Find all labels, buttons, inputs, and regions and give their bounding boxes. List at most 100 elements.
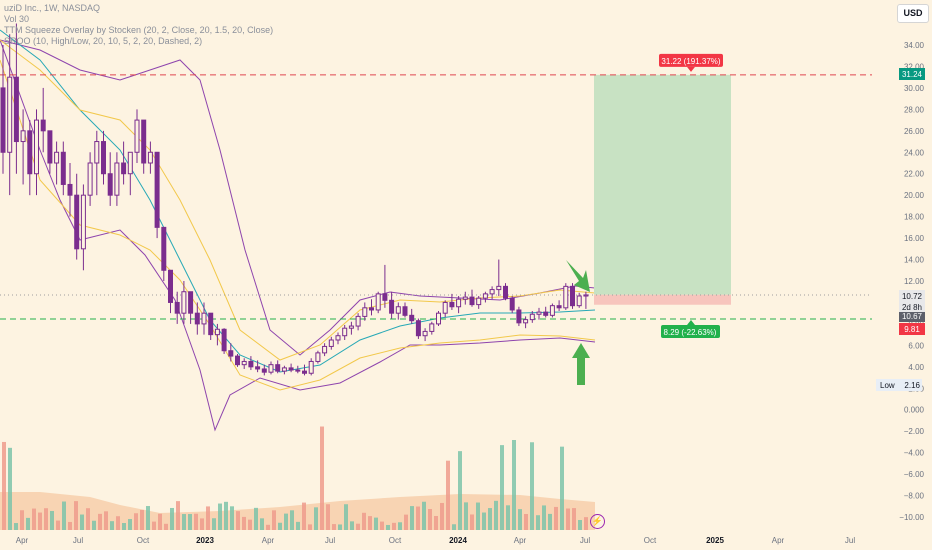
- price-tag: [899, 68, 925, 80]
- y-tick-label: 26.00: [904, 127, 925, 136]
- volume-bar: [44, 508, 48, 530]
- indicator-ttm-squeeze[interactable]: TTM Squeeze Overlay by Stocken (20, 2, C…: [4, 25, 274, 35]
- volume-bar: [488, 508, 492, 530]
- x-tick-label: Jul: [845, 536, 855, 545]
- volume-bar: [302, 502, 306, 530]
- volume-bar: [572, 508, 576, 530]
- candle-body: [87, 162, 93, 196]
- currency-button[interactable]: USD: [897, 4, 929, 23]
- candle-body: [315, 352, 321, 362]
- candle-body: [161, 226, 167, 271]
- candle-body: [482, 293, 488, 299]
- candle-body: [442, 301, 448, 314]
- volume-bar: [62, 501, 66, 530]
- volume-bar: [368, 516, 372, 530]
- countdown-box: [899, 302, 925, 312]
- candle-body: [543, 311, 549, 316]
- candle-body: [208, 312, 214, 336]
- candle-body: [395, 306, 401, 314]
- price-tag-label: 10.67: [902, 312, 923, 321]
- y-tick-label: 12.00: [904, 277, 925, 286]
- x-tick-label: Oct: [644, 536, 657, 545]
- volume-bar: [14, 523, 18, 530]
- candle-body: [503, 285, 508, 299]
- candle-body: [255, 366, 261, 370]
- candle-body: [248, 360, 254, 368]
- price-tag: [899, 290, 925, 302]
- volume-bar: [278, 522, 282, 530]
- volume-bar: [8, 447, 12, 530]
- candle-body: [362, 307, 368, 317]
- countdown-label: 2d 8h: [902, 303, 922, 312]
- volume-bar: [398, 522, 402, 530]
- candle-body: [235, 355, 240, 366]
- volume-bar: [98, 513, 102, 530]
- candle-body: [154, 151, 160, 228]
- y-tick-label: 6.00: [908, 341, 924, 350]
- volume-bar: [122, 523, 126, 530]
- candle-body: [295, 369, 301, 372]
- volume-bar: [530, 442, 534, 530]
- y-tick-label: −8.00: [904, 492, 925, 501]
- candle-body: [436, 312, 441, 325]
- candle-body: [221, 328, 227, 352]
- indicator-sroo[interactable]: SROO (10, High/Low, 20, 10, 5, 2, 20, Da…: [4, 36, 203, 46]
- volume-bar: [86, 508, 90, 530]
- candle-body: [127, 151, 133, 175]
- price-tag: [899, 310, 925, 322]
- volume-bar: [518, 509, 522, 530]
- volume-bar: [74, 501, 78, 530]
- volume-bar: [224, 501, 228, 530]
- candle-body: [261, 368, 267, 373]
- indicator-volume[interactable]: Vol 30: [4, 14, 30, 24]
- candle-body: [201, 312, 207, 325]
- candle-body: [147, 151, 153, 164]
- candle-body: [67, 183, 73, 196]
- candle-body: [194, 312, 200, 325]
- candle-body: [476, 297, 482, 306]
- volume-bar: [440, 502, 444, 530]
- volume-bar: [428, 509, 432, 530]
- candle-body: [335, 335, 341, 341]
- y-tick-label: 4.00: [908, 363, 924, 372]
- volume-bar: [242, 516, 246, 530]
- candle-body: [402, 306, 408, 316]
- candle-body: [469, 296, 475, 306]
- volume-bar: [152, 521, 156, 530]
- y-tick-label: 30.00: [904, 84, 925, 93]
- volume-bar: [320, 426, 324, 530]
- volume-bar: [560, 446, 564, 530]
- volume-bar: [254, 507, 258, 530]
- volume-bar: [566, 508, 570, 530]
- volume-bar: [452, 524, 456, 530]
- candle-body: [496, 285, 502, 291]
- volume-bar: [80, 514, 84, 530]
- volume-bar: [536, 515, 540, 530]
- x-tick-label: Jul: [580, 536, 590, 545]
- volume-bar: [380, 521, 384, 530]
- lightning-icon[interactable]: ⚡: [590, 514, 605, 529]
- candle-body: [369, 307, 374, 311]
- candle-body: [422, 330, 428, 337]
- volume-bar: [422, 501, 426, 530]
- candle-body: [134, 119, 140, 153]
- price-tag-label: 10.72: [902, 292, 923, 301]
- volume-bar: [308, 524, 312, 530]
- x-tick-label: 2025: [706, 536, 724, 545]
- candle-body: [523, 319, 529, 324]
- candle-body: [509, 297, 515, 311]
- volume-bar: [266, 524, 270, 530]
- volume-bar: [170, 507, 174, 530]
- candle-body: [449, 301, 455, 308]
- candle-body: [536, 311, 542, 315]
- arrow-down-icon: [566, 260, 590, 292]
- volume-bar: [416, 506, 420, 530]
- volume-bar: [512, 440, 516, 530]
- candle-body: [549, 305, 555, 316]
- candle-body: [456, 298, 462, 308]
- low-label-box: [876, 379, 922, 391]
- y-tick-label: 14.00: [904, 256, 925, 265]
- candle-body: [415, 320, 421, 337]
